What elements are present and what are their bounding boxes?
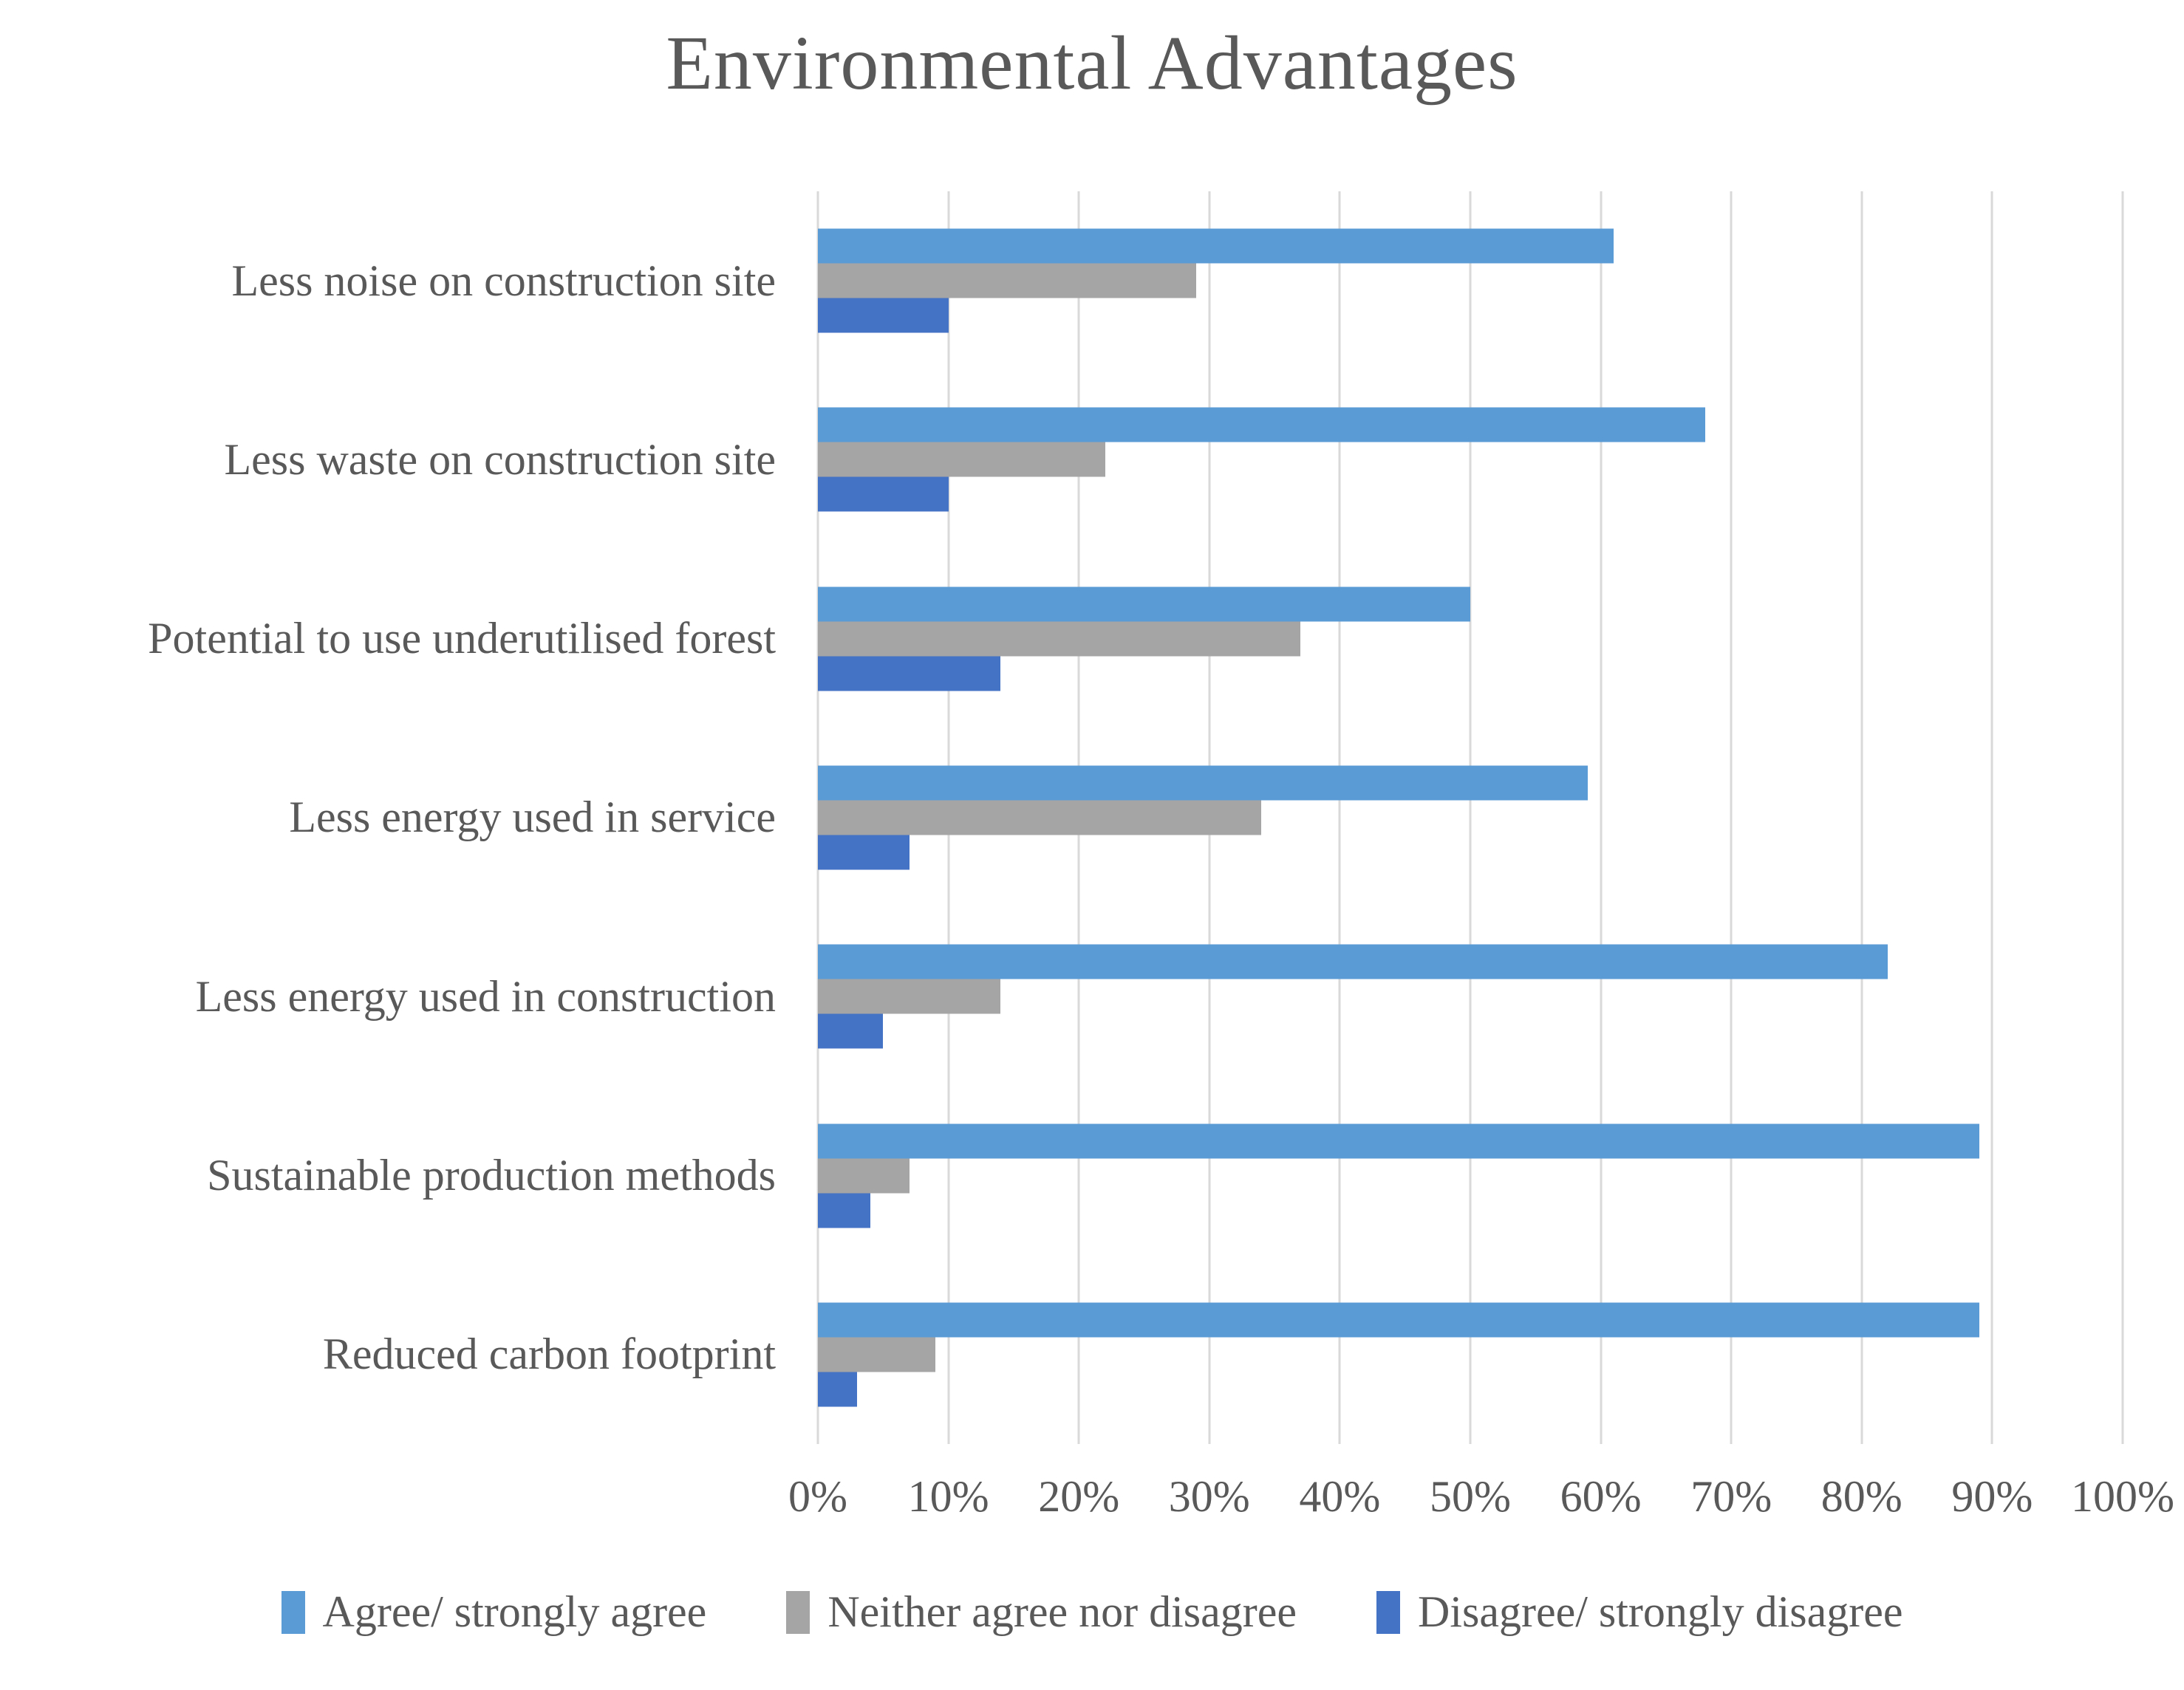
- x-axis-tick-label: 30%: [1168, 1472, 1250, 1521]
- legend-item: Agree/ strongly agree: [281, 1587, 707, 1638]
- gridline: [1730, 191, 1733, 1444]
- bar: [818, 1337, 935, 1372]
- bar: [818, 979, 1001, 1014]
- x-axis-tick-label: 50%: [1430, 1472, 1511, 1521]
- bar: [818, 298, 949, 333]
- legend-label: Disagree/ strongly disagree: [1418, 1587, 1903, 1636]
- category-label: Reduced carbon footprint: [322, 1330, 776, 1379]
- bar: [818, 442, 1105, 477]
- chart-title: Environmental Advantages: [666, 21, 1518, 106]
- bar: [818, 228, 1614, 264]
- category-label: Less energy used in construction: [195, 971, 776, 1021]
- bar: [818, 944, 1888, 979]
- bar-group: [818, 1123, 2123, 1228]
- bar: [818, 1013, 884, 1049]
- bar: [818, 263, 1197, 298]
- bar: [818, 656, 1001, 691]
- value-axis: 0% 10% 20% 30% 40% 50% 60% 70% 80% 90% 100%: [788, 1471, 2174, 1538]
- x-axis-tick-label: 0%: [788, 1472, 847, 1521]
- category-band: [818, 1086, 2123, 1265]
- bar-group: [818, 944, 2123, 1049]
- category-band: [818, 550, 2123, 728]
- bar: [818, 1302, 1979, 1338]
- bar: [818, 586, 1470, 622]
- category-label: Less waste on construction site: [224, 434, 776, 484]
- bar-rows: [818, 191, 2123, 1444]
- x-axis-tick-label: 70%: [1690, 1472, 1772, 1521]
- category-band: [818, 370, 2123, 549]
- bar-group: [818, 1302, 2123, 1407]
- bar-group: [818, 586, 2123, 691]
- category-axis: Less noise on construction site Less wast…: [0, 191, 776, 1444]
- bar-group: [818, 228, 2123, 333]
- bar: [818, 835, 910, 870]
- legend-item: Disagree/ strongly disagree: [1376, 1587, 1903, 1638]
- x-axis-tick-label: 60%: [1560, 1472, 1642, 1521]
- gridline: [1338, 191, 1341, 1444]
- x-axis-tick-label: 80%: [1820, 1472, 1903, 1521]
- category-label: Less energy used in service: [289, 793, 776, 842]
- bar: [818, 1123, 1979, 1159]
- gridline: [1469, 191, 1472, 1444]
- legend-label: Neither agree nor disagree: [827, 1587, 1297, 1636]
- bar: [818, 800, 1262, 835]
- gridline: [1990, 191, 1993, 1444]
- bar-group: [818, 407, 2123, 512]
- category-band: [818, 1265, 2123, 1444]
- legend-swatch: [786, 1590, 811, 1634]
- legend: Agree/ strongly agree Neither agree nor d…: [0, 1587, 2184, 1638]
- legend-item: Neither agree nor disagree: [786, 1587, 1297, 1638]
- legend-swatch: [1376, 1590, 1400, 1634]
- bar: [818, 407, 1705, 442]
- category-label: Sustainable production methods: [207, 1151, 776, 1200]
- bar: [818, 1158, 910, 1194]
- bar-group: [818, 765, 2123, 870]
- x-axis-tick-label: 40%: [1299, 1472, 1381, 1521]
- category-band: [818, 191, 2123, 370]
- bar: [818, 765, 1588, 801]
- x-axis-tick-label: 90%: [1951, 1472, 2033, 1521]
- x-axis-tick-label: 100%: [2071, 1472, 2174, 1521]
- category-band: [818, 907, 2123, 1086]
- category-label: Less noise on construction site: [231, 256, 776, 305]
- bar: [818, 1372, 857, 1407]
- gridline: [2121, 191, 2124, 1444]
- legend-swatch: [281, 1590, 305, 1634]
- x-axis-tick-label: 10%: [907, 1472, 989, 1521]
- bar: [818, 476, 949, 512]
- x-axis-tick-label: 20%: [1038, 1472, 1120, 1521]
- gridline: [1860, 191, 1863, 1444]
- category-label: Potential to use underutilised forest: [148, 614, 776, 663]
- category-band: [818, 728, 2123, 907]
- bar: [818, 1193, 870, 1228]
- plot-area: [816, 191, 2124, 1444]
- bar: [818, 621, 1301, 657]
- legend-label: Agree/ strongly agree: [322, 1587, 707, 1636]
- gridline: [1600, 191, 1603, 1444]
